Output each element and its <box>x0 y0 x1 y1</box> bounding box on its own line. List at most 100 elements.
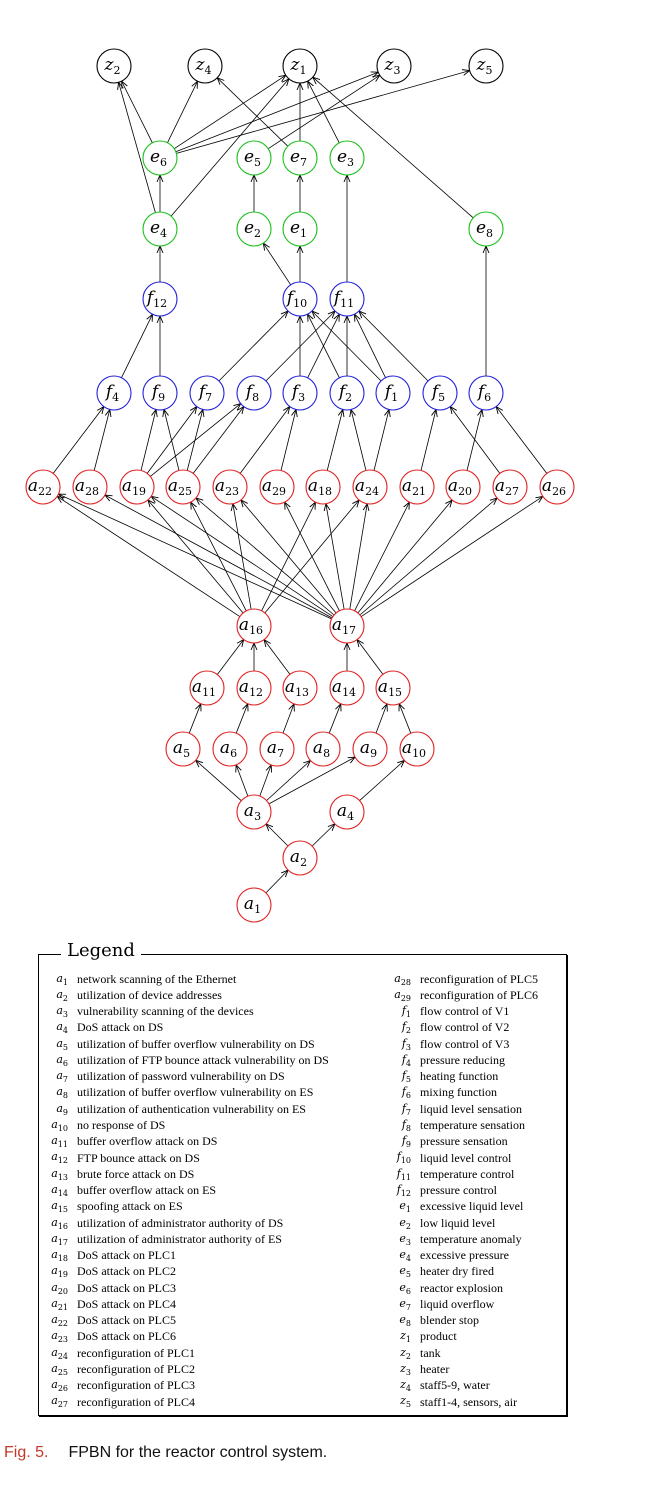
figure-caption: Fig. 5. FPBN for the reactor control syst… <box>4 1444 327 1462</box>
node-a26: a26 <box>539 469 575 505</box>
legend-symbol: e7 <box>399 1296 411 1313</box>
legend-symbol: a16 <box>51 1215 68 1231</box>
edge-a17-to-a25 <box>196 498 335 616</box>
legend-symbol: f1 <box>401 1004 411 1020</box>
legend-description: utilization of device addresses <box>77 987 222 1002</box>
node-a17: a17 <box>329 608 365 644</box>
legend-description: product <box>420 1329 457 1344</box>
legend-row: a10 no response of DS <box>39 1117 384 1133</box>
node-a28: a28 <box>72 469 108 505</box>
legend-symbol: a4 <box>56 1020 68 1036</box>
legend-symbol: a20 <box>51 1280 68 1296</box>
node-circle-f3 <box>282 375 318 411</box>
node-a7: a7 <box>259 731 295 767</box>
legend-row: f11 temperature control <box>382 1166 567 1182</box>
legend-row: a5 utilization of buffer overflow vulnera… <box>39 1036 384 1052</box>
legend-row: f1 flow control of V1 <box>382 1004 567 1020</box>
legend-description: utilization of administrator authority o… <box>77 1215 284 1230</box>
legend-row: e6 reactor explosion <box>382 1280 567 1296</box>
node-circle-a9 <box>352 731 388 767</box>
legend-row: f5 heating function <box>382 1069 567 1085</box>
node-circle-a8 <box>305 731 341 767</box>
edge-a3-to-a7 <box>259 765 271 797</box>
legend-row: a16 utilization of administrator authorit… <box>39 1215 384 1231</box>
legend-symbol: z2 <box>400 1345 411 1361</box>
legend-symbol: a17 <box>51 1231 68 1247</box>
legend-symbol: f9 <box>401 1134 411 1150</box>
legend-row: f3 flow control of V3 <box>382 1036 567 1052</box>
legend-left-column: a1 network scanning of the Ethernet a2 util… <box>39 971 384 1410</box>
node-circle-a20 <box>445 469 481 505</box>
node-f12: f12 <box>142 281 178 317</box>
edge-a20-to-f6 <box>466 410 482 471</box>
legend-row: a27 reconfiguration of PLC4 <box>39 1394 384 1410</box>
edge-e6-to-z2 <box>122 81 153 143</box>
legend-description: heating function <box>420 1069 499 1084</box>
edge-a23-to-f3 <box>239 407 290 474</box>
edge-f1-to-f11 <box>355 314 386 378</box>
node-circle-f10 <box>282 281 318 317</box>
edge-a5-to-a11 <box>188 704 201 734</box>
node-circle-a2 <box>282 840 318 876</box>
legend-description: staff1-4, sensors, air <box>420 1394 518 1409</box>
legend-description: pressure control <box>420 1183 497 1198</box>
edge-e4-to-z2 <box>119 82 156 213</box>
legend-symbol: e2 <box>399 1215 411 1231</box>
legend-description: reconfiguration of PLC3 <box>77 1378 195 1393</box>
node-circle-f11 <box>329 281 365 317</box>
legend-description: utilization of authentication vulnerabil… <box>77 1101 306 1116</box>
edge-f8-to-f11 <box>265 311 335 382</box>
caption-text: FPBN for the reactor control system. <box>68 1444 328 1461</box>
legend-description: reconfiguration of PLC4 <box>77 1394 195 1409</box>
edge-a19-to-f8 <box>150 404 240 477</box>
legend-row: e7 liquid overflow <box>382 1296 567 1312</box>
edge-a4-to-a10 <box>359 760 405 801</box>
legend-description: buffer overflow attack on DS <box>77 1134 218 1149</box>
legend-row: a2 utilization of device addresses <box>39 987 384 1003</box>
edge-a18-to-f2 <box>326 410 343 471</box>
edges-layer <box>52 71 548 894</box>
node-circle-a17 <box>329 608 365 644</box>
node-a16: a16 <box>236 608 272 644</box>
legend-row: e8 blender stop <box>382 1313 567 1329</box>
node-circle-f9 <box>142 375 178 411</box>
node-e1: e1 <box>282 211 318 247</box>
edge-a17-to-a20 <box>357 500 452 614</box>
legend-description: heater dry fired <box>420 1264 494 1279</box>
node-circle-e7 <box>282 140 318 176</box>
legend-description: flow control of V3 <box>420 1036 510 1051</box>
legend-row: a17 utilization of administrator authorit… <box>39 1231 384 1247</box>
legend-symbol: f8 <box>401 1117 411 1134</box>
edge-a15-to-a17 <box>357 640 384 675</box>
node-circle-a27 <box>492 469 528 505</box>
node-z3: z3 <box>376 48 412 84</box>
edge-a17-to-a19 <box>151 496 334 617</box>
node-circle-a1 <box>236 887 272 923</box>
node-circle-a5 <box>165 731 201 767</box>
node-circle-f7 <box>189 375 225 411</box>
node-circle-a3 <box>236 794 272 830</box>
legend-row: f2 flow control of V2 <box>382 1020 567 1036</box>
edge-a1-to-a2 <box>265 870 288 894</box>
legend-symbol: f10 <box>396 1150 411 1166</box>
node-z1: z1 <box>282 48 318 84</box>
node-a24: a24 <box>352 469 388 505</box>
node-circle-a11 <box>189 670 225 706</box>
node-circle-f8 <box>236 375 272 411</box>
node-circle-a22 <box>25 469 61 505</box>
node-e4: e4 <box>142 211 178 247</box>
legend-description: reconfiguration of PLC2 <box>77 1362 195 1376</box>
legend-description: spoofing attack on ES <box>77 1199 183 1214</box>
legend-title: Legend <box>61 940 141 961</box>
legend-symbol: f12 <box>396 1182 411 1199</box>
legend-row: a28 reconfiguration of PLC5 <box>382 971 567 987</box>
edge-a7-to-a13 <box>282 704 294 734</box>
legend-description: flow control of V2 <box>420 1020 510 1035</box>
legend-description: DoS attack on PLC2 <box>77 1264 176 1279</box>
legend-symbol: e1 <box>399 1199 411 1215</box>
legend-symbol: z4 <box>400 1378 411 1394</box>
edge-a28-to-f4 <box>93 410 110 471</box>
legend-row: f10 liquid level control <box>382 1150 567 1166</box>
legend-row: a20 DoS attack on PLC3 <box>39 1280 384 1296</box>
legend-description: temperature anomaly <box>420 1231 522 1246</box>
